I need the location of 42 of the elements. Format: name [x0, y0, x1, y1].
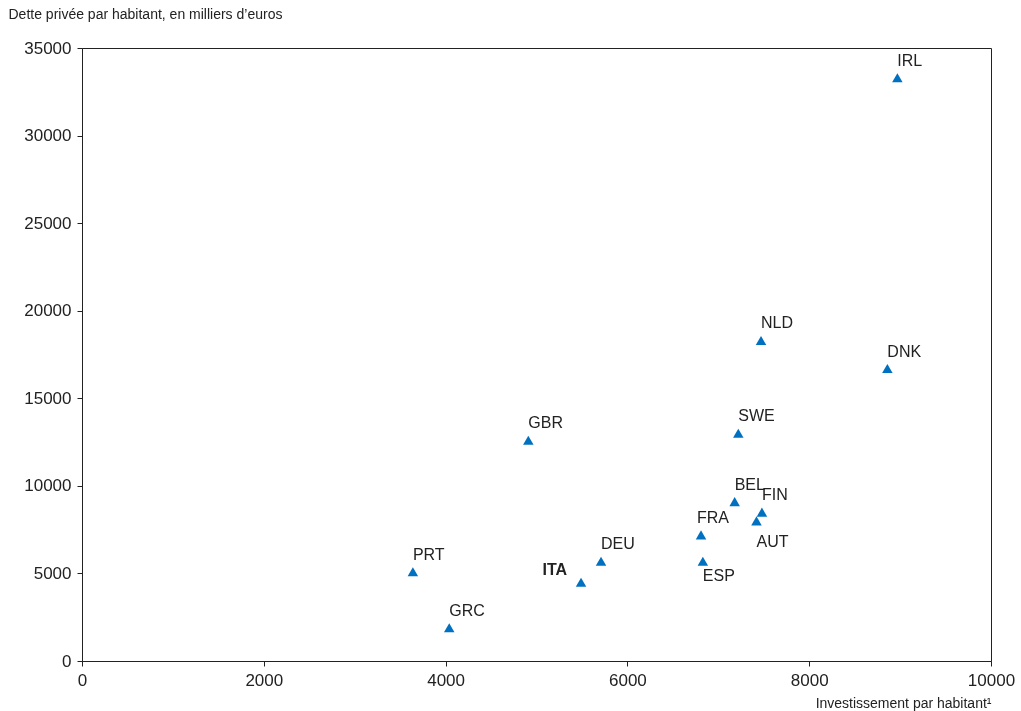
annotation: FRA [697, 508, 730, 526]
x-tick-label: 10000 [967, 670, 1016, 690]
point [695, 530, 707, 540]
annotation: PRT [412, 545, 445, 563]
annotation: GBR [528, 414, 563, 432]
point [575, 577, 587, 587]
annotation: AUT [756, 532, 789, 550]
annotation: DNK [887, 342, 922, 360]
point [756, 507, 768, 517]
x-tick-label: 8000 [790, 670, 829, 690]
point [523, 435, 534, 445]
y-tick-label: 0 [62, 651, 72, 671]
y-tick-label: 35000 [24, 38, 72, 58]
annotation: DEU [601, 535, 635, 553]
x-axis-title: Investissement par habitant¹ [815, 694, 992, 711]
annotation: NLD [761, 314, 794, 332]
x-tick-label: 6000 [608, 670, 647, 690]
point [751, 516, 762, 526]
x-tick-label: 2000 [245, 670, 284, 690]
point [407, 567, 419, 577]
y-tick-label: 20000 [24, 301, 72, 321]
y-tick-label: 30000 [24, 126, 72, 146]
y-tick-label: 25000 [24, 213, 72, 233]
annotation: ITA [542, 561, 568, 579]
annotation: ESP [702, 567, 735, 585]
y-axis-title: Dette privée par habitant, en milliers d’euros [8, 5, 283, 22]
point [755, 335, 767, 346]
point [443, 623, 455, 633]
point [892, 73, 903, 83]
x-tick-label: 0 [77, 670, 88, 690]
y-tick-label: 5000 [33, 563, 72, 583]
point [729, 497, 740, 507]
point [733, 428, 744, 438]
annotation: GRC [449, 601, 485, 619]
y-tick-label: 10000 [24, 476, 72, 496]
y-tick-label: 15000 [24, 388, 72, 408]
x-tick-label: 4000 [427, 670, 466, 690]
annotation: IRL [897, 51, 923, 69]
point [595, 556, 607, 566]
point [697, 556, 709, 566]
annotation: SWE [738, 407, 775, 425]
point [882, 363, 893, 374]
